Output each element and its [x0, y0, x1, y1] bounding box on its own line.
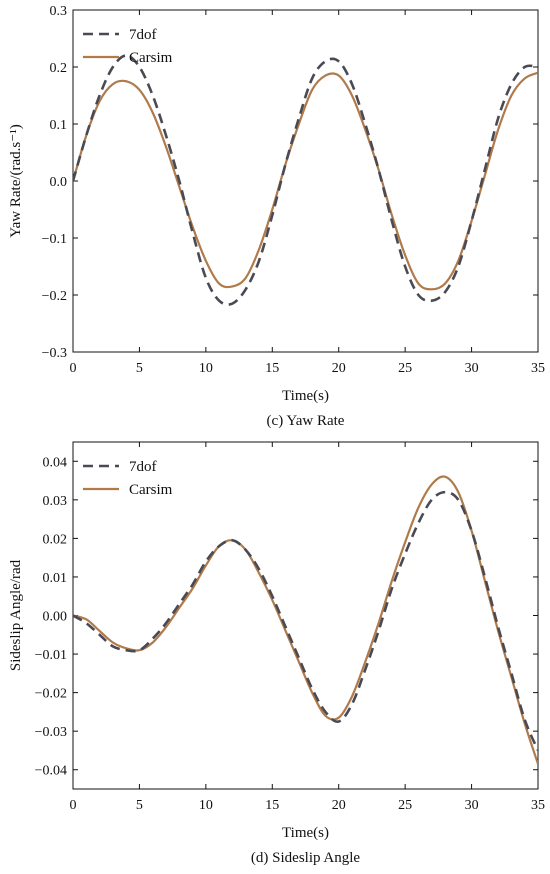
y-tick-label: 0.01 [43, 571, 68, 586]
legend-label-carsim: Carsim [129, 50, 173, 66]
y-axis-label: Yaw Rate/(rad.s⁻¹) [8, 124, 24, 237]
series-line-carsim [73, 475, 538, 765]
y-tick-label: −0.02 [35, 687, 67, 702]
y-tick-label: 0.02 [43, 532, 68, 547]
x-tick-label: 10 [199, 361, 213, 376]
series-line-7dof [73, 54, 538, 306]
x-tick-label: 25 [398, 361, 412, 376]
chart-panel-1: 0 5 10 15 20 25 30 35 −0.04 −0.03 −0.02 −0.01 0.00 0.… [8, 441, 545, 866]
legend-label-7dof: 7dof [129, 27, 157, 43]
y-tick-label: −0.03 [35, 725, 67, 740]
series-line-carsim [73, 71, 538, 291]
y-tick-label: 0.2 [50, 61, 68, 76]
legend-label-7dof: 7dof [129, 459, 157, 475]
y-tick-label: −0.2 [42, 289, 67, 304]
x-tick-label: 5 [136, 798, 143, 813]
x-axis-label: Time(s) [282, 825, 329, 841]
series-line-7dof [73, 490, 538, 751]
y-tick-label: 0.0 [50, 175, 68, 190]
y-tick-label: −0.3 [42, 346, 67, 361]
y-tick-label: 0.04 [43, 455, 68, 470]
x-tick-label: 0 [70, 798, 77, 813]
y-tick-label: 0.03 [43, 494, 68, 509]
chart-caption: (d) Sideslip Angle [251, 850, 361, 866]
chart-panel-0: 0 5 10 15 20 25 30 35 −0.3 −0.2 −0.1 0.0 0.1 0.2 0.3 Ti… [8, 4, 545, 429]
x-tick-label: 35 [531, 361, 545, 376]
y-tick-label: −0.1 [42, 232, 67, 247]
y-tick-label: 0.1 [50, 118, 68, 133]
x-tick-label: 30 [465, 798, 479, 813]
x-tick-label: 0 [70, 361, 77, 376]
x-tick-label: 5 [136, 361, 143, 376]
x-tick-label: 15 [265, 361, 279, 376]
chart-caption: (c) Yaw Rate [267, 413, 345, 429]
x-tick-label: 20 [332, 361, 346, 376]
x-tick-label: 35 [531, 798, 545, 813]
y-axis-label: Sideslip Angle/rad [8, 559, 24, 671]
y-tick-label: 0.3 [50, 4, 68, 19]
legend-label-carsim: Carsim [129, 482, 173, 498]
x-tick-label: 25 [398, 798, 412, 813]
y-tick-label: −0.01 [35, 648, 67, 663]
y-tick-label: −0.04 [35, 764, 67, 779]
x-axis-label: Time(s) [282, 388, 329, 404]
x-tick-label: 20 [332, 798, 346, 813]
y-tick-label: 0.00 [43, 610, 68, 625]
x-tick-label: 10 [199, 798, 213, 813]
x-tick-label: 15 [265, 798, 279, 813]
x-tick-label: 30 [465, 361, 479, 376]
